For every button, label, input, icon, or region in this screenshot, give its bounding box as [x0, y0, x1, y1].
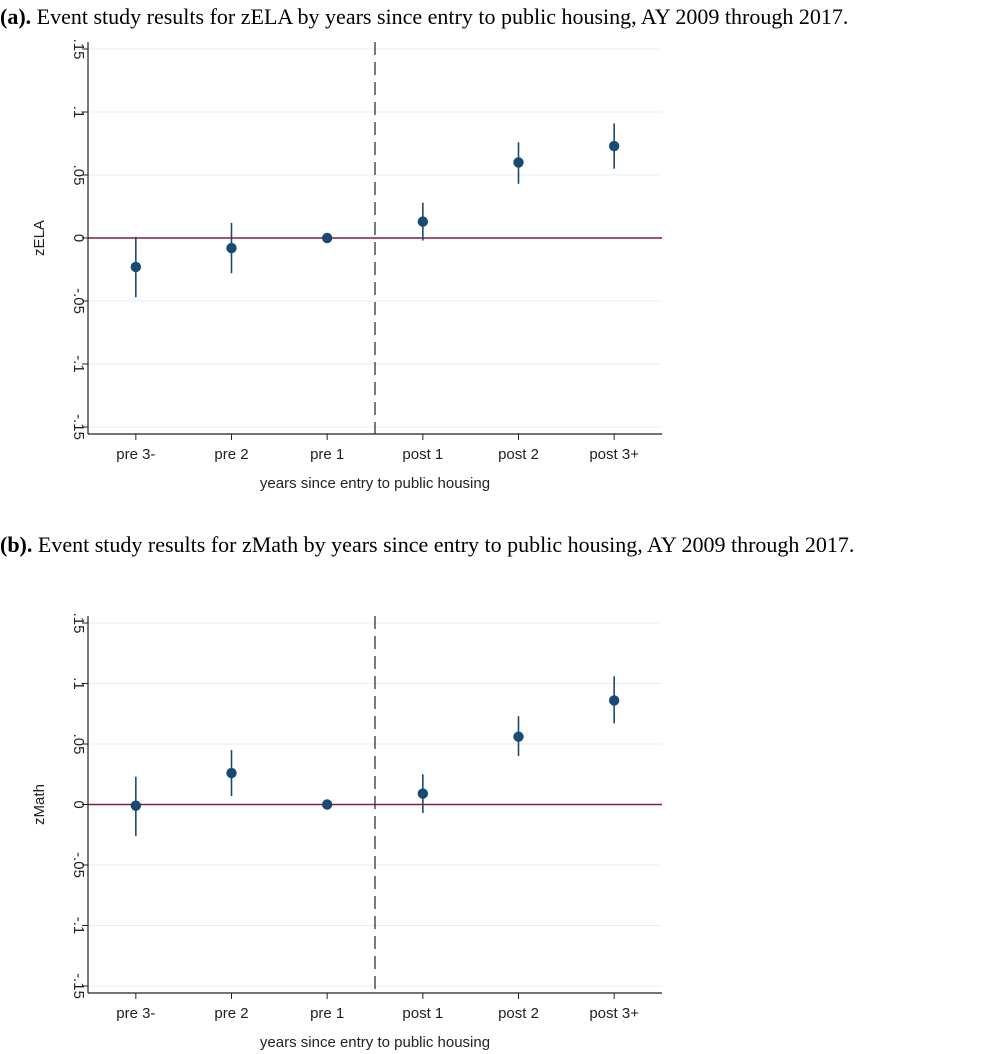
- x-axis-title: years since entry to public housing: [260, 1034, 490, 1051]
- y-tick-label: .1: [70, 106, 87, 119]
- y-axis-title: zMath: [31, 784, 48, 825]
- x-tick-label: post 1: [402, 446, 443, 463]
- data-point: [608, 695, 620, 706]
- x-tick-label: pre 1: [310, 446, 344, 463]
- y-tick-label: -.1: [70, 355, 87, 373]
- figure-a-caption-label: (a).: [0, 4, 32, 29]
- y-tick-label: .15: [70, 613, 87, 634]
- zela-event-study-chart: -.15 -.1 -.05 0 .05 .1 .15 zELA pre 3- pre 2 pre 1…: [31, 39, 662, 492]
- y-axis-title: zELA: [31, 220, 48, 256]
- y-tick-label: -.1: [70, 917, 87, 935]
- x-tick-label: pre 3-: [116, 1005, 155, 1022]
- x-tick-label: pre 3-: [116, 446, 155, 463]
- y-tick-label: -.05: [70, 288, 87, 314]
- x-tick-label: post 3+: [589, 446, 639, 463]
- data-point: [321, 232, 333, 244]
- x-tick-label: post 1: [402, 1005, 443, 1022]
- figure-b-caption-text: Event study results for zMath by years s…: [32, 532, 855, 557]
- y-tick-label: .15: [70, 39, 87, 60]
- figure-a-caption: (a). Event study results for zELA by yea…: [0, 4, 1000, 30]
- x-tick-label: post 2: [498, 446, 539, 463]
- y-tick-label: 0: [70, 800, 87, 808]
- data-point: [608, 140, 620, 152]
- data-point: [417, 788, 429, 799]
- y-tick-label: -.15: [70, 973, 87, 999]
- x-tick-label: pre 2: [214, 446, 248, 463]
- y-tick-label: -.05: [70, 852, 87, 878]
- figure-a-caption-text: Event study results for zELA by years si…: [31, 4, 849, 29]
- data-point: [513, 157, 524, 168]
- data-point: [226, 242, 237, 254]
- figure-b-caption: (b). Event study results for zMath by ye…: [0, 532, 960, 558]
- y-tick-label: .05: [70, 165, 87, 186]
- data-point: [130, 800, 142, 811]
- y-tick-label: .05: [70, 734, 87, 755]
- x-tick-label: pre 1: [310, 1005, 344, 1022]
- data-point: [321, 799, 333, 810]
- y-tick-label: 0: [70, 234, 87, 242]
- y-tick-label: .1: [70, 677, 87, 690]
- x-tick-label: post 2: [498, 1005, 539, 1022]
- data-point: [130, 261, 142, 273]
- data-point: [417, 216, 429, 227]
- x-tick-label: pre 2: [214, 1005, 248, 1022]
- data-point: [226, 767, 237, 779]
- x-axis-title: years since entry to public housing: [260, 475, 490, 492]
- figure-b-caption-label: (b).: [0, 532, 33, 557]
- zmath-event-study-chart: -.15 -.1 -.05 0 .05 .1 .15 zMath pre 3- pre 2 pre …: [31, 613, 662, 1051]
- x-tick-label: post 3+: [589, 1005, 639, 1022]
- y-tick-label: -.15: [70, 414, 87, 440]
- data-point: [513, 731, 524, 742]
